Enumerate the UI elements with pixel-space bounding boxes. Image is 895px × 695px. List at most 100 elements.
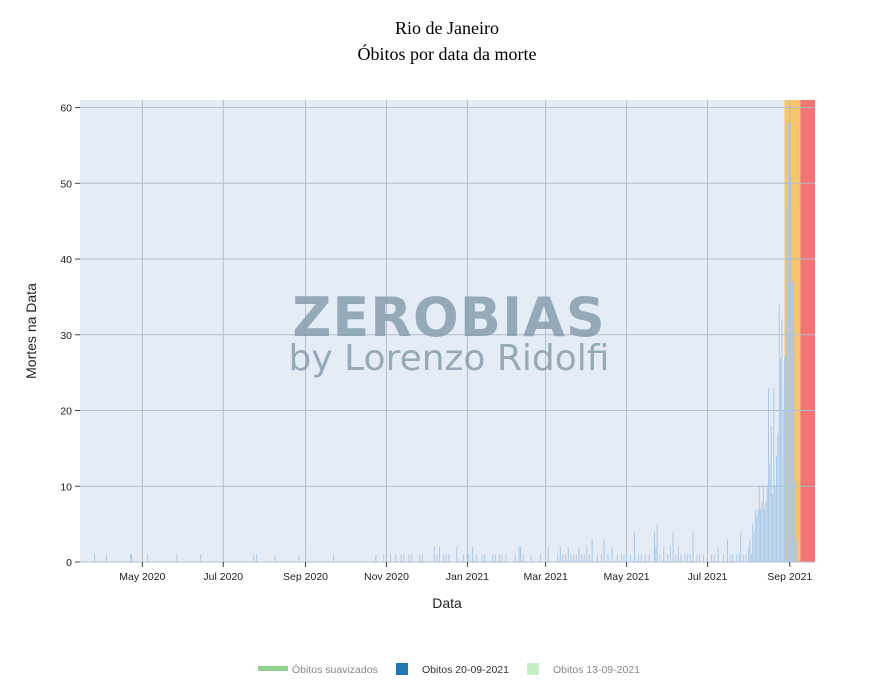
bar[interactable] [677, 546, 679, 562]
bar[interactable] [492, 554, 494, 562]
bar[interactable] [400, 554, 402, 562]
bar[interactable] [656, 524, 658, 562]
bar[interactable] [94, 554, 96, 562]
bar[interactable] [675, 554, 677, 562]
bar[interactable] [514, 554, 516, 562]
bar[interactable] [752, 524, 754, 562]
bar[interactable] [573, 554, 575, 562]
bar[interactable] [764, 508, 766, 562]
legend-item-0[interactable]: Óbitos suavizados [258, 663, 378, 676]
bar[interactable] [518, 546, 520, 562]
bar[interactable] [411, 554, 413, 562]
bar[interactable] [684, 554, 686, 562]
bar[interactable] [659, 554, 661, 562]
bar[interactable] [472, 546, 474, 562]
bar[interactable] [766, 486, 768, 562]
bar[interactable] [782, 410, 784, 562]
bar[interactable] [736, 554, 738, 562]
bar[interactable] [778, 304, 780, 562]
bar[interactable] [692, 531, 694, 562]
bar[interactable] [443, 554, 444, 562]
bar[interactable] [754, 508, 756, 562]
bar[interactable] [732, 554, 734, 562]
bar[interactable] [600, 554, 602, 562]
bar[interactable] [699, 554, 701, 562]
bar[interactable] [768, 387, 770, 562]
bar[interactable] [770, 425, 772, 562]
bar[interactable] [711, 554, 712, 562]
bar[interactable] [570, 554, 572, 562]
bar[interactable] [611, 546, 613, 562]
bar[interactable] [655, 546, 657, 562]
bar[interactable] [408, 554, 410, 562]
plot-area[interactable] [80, 100, 815, 562]
bar[interactable] [750, 554, 752, 562]
bar[interactable] [421, 554, 423, 562]
bar[interactable] [603, 539, 605, 562]
bar[interactable] [476, 554, 478, 562]
bar[interactable] [722, 554, 724, 562]
bar[interactable] [484, 554, 486, 562]
bar[interactable] [740, 531, 742, 562]
bar[interactable] [769, 463, 771, 562]
bar[interactable] [616, 554, 618, 562]
bar[interactable] [620, 554, 622, 562]
bar[interactable] [253, 554, 255, 562]
bar[interactable] [654, 531, 655, 562]
bar[interactable] [567, 546, 569, 562]
bar[interactable] [765, 501, 767, 562]
bar[interactable] [395, 554, 397, 562]
bar[interactable] [784, 357, 785, 562]
bar[interactable] [468, 554, 470, 562]
bar[interactable] [789, 122, 791, 562]
bar[interactable] [689, 554, 691, 562]
bar[interactable] [794, 478, 796, 562]
bar[interactable] [669, 546, 671, 562]
bar[interactable] [760, 508, 762, 562]
bar[interactable] [332, 554, 334, 562]
bar[interactable] [562, 554, 564, 562]
bar[interactable] [581, 554, 582, 562]
bar[interactable] [790, 175, 792, 562]
bar[interactable] [742, 554, 744, 562]
bar[interactable] [757, 508, 759, 562]
bar[interactable] [707, 554, 709, 562]
bar[interactable] [758, 486, 760, 562]
bar[interactable] [630, 554, 632, 562]
bar[interactable] [106, 554, 107, 562]
bar[interactable] [774, 486, 776, 562]
bar[interactable] [433, 546, 435, 562]
bar[interactable] [703, 554, 705, 562]
bar[interactable] [717, 546, 719, 562]
bar[interactable] [780, 357, 781, 562]
bar[interactable] [439, 546, 441, 562]
bar[interactable] [786, 206, 788, 563]
bar[interactable] [557, 554, 559, 562]
bar[interactable] [777, 433, 779, 562]
bar[interactable] [403, 554, 405, 562]
bar[interactable] [591, 539, 593, 562]
bar[interactable] [586, 546, 588, 562]
bar[interactable] [456, 546, 458, 562]
bar[interactable] [462, 554, 464, 562]
bar[interactable] [749, 539, 751, 562]
bar[interactable] [772, 493, 774, 562]
bar[interactable] [547, 546, 549, 562]
bar[interactable] [607, 554, 609, 562]
bar[interactable] [762, 486, 764, 562]
bar[interactable] [419, 554, 421, 562]
bar[interactable] [494, 554, 496, 562]
bar[interactable] [298, 554, 300, 562]
bar[interactable] [305, 546, 307, 562]
bar[interactable] [663, 546, 665, 562]
bar[interactable] [578, 546, 580, 562]
bar[interactable] [596, 554, 598, 562]
bar[interactable] [129, 554, 131, 562]
bar[interactable] [793, 327, 795, 562]
bar[interactable] [559, 546, 561, 562]
bar[interactable] [200, 554, 202, 562]
bar[interactable] [785, 319, 787, 562]
bar[interactable] [726, 539, 728, 562]
bar[interactable] [640, 554, 642, 562]
bar[interactable] [481, 554, 483, 562]
